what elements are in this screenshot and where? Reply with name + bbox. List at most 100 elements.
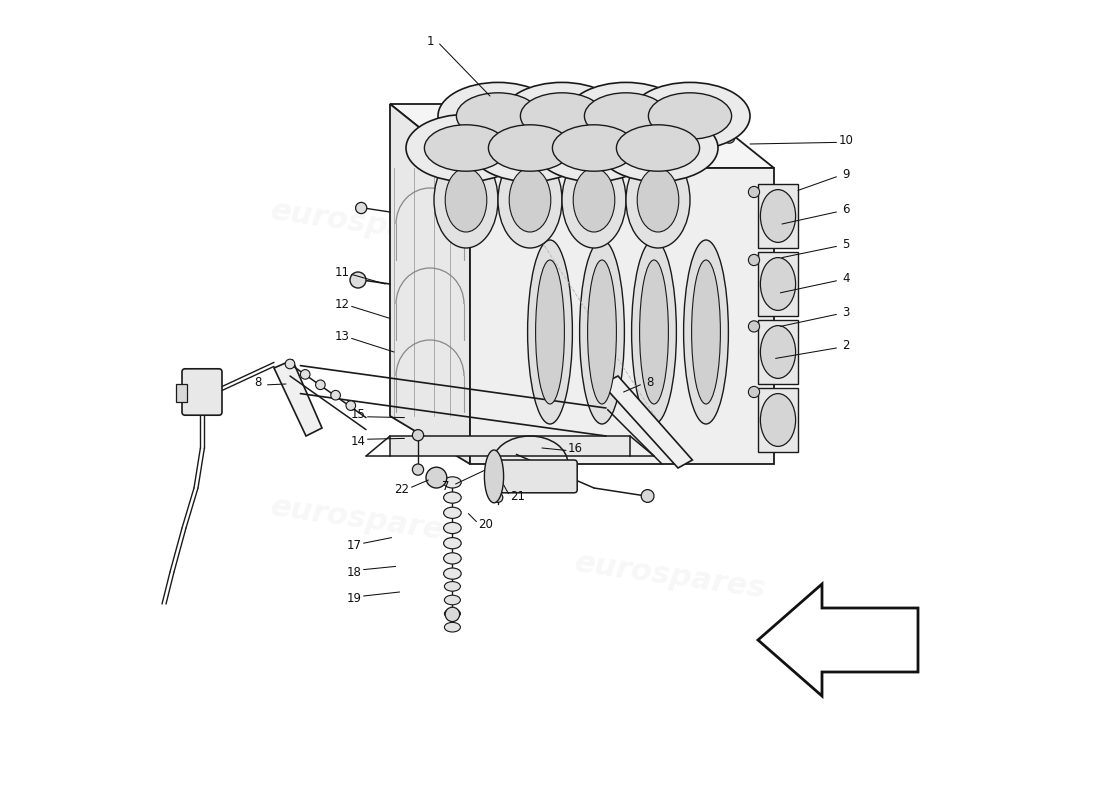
Text: 14: 14: [351, 435, 365, 448]
Ellipse shape: [580, 240, 625, 424]
Circle shape: [285, 359, 295, 369]
Text: 4: 4: [843, 272, 849, 285]
Text: 8: 8: [647, 376, 653, 389]
Ellipse shape: [683, 240, 728, 424]
Text: 17: 17: [346, 539, 362, 552]
Text: eurospares: eurospares: [268, 492, 463, 548]
Circle shape: [346, 401, 355, 410]
Circle shape: [426, 467, 447, 488]
Ellipse shape: [456, 93, 540, 139]
Ellipse shape: [443, 507, 461, 518]
Polygon shape: [758, 320, 798, 384]
Text: eurospares: eurospares: [532, 292, 727, 348]
Circle shape: [748, 321, 760, 332]
Circle shape: [748, 254, 760, 266]
Ellipse shape: [438, 82, 558, 150]
Ellipse shape: [562, 152, 626, 248]
Text: eurospares: eurospares: [572, 548, 768, 604]
Ellipse shape: [631, 240, 676, 424]
Text: 7: 7: [442, 480, 450, 493]
Circle shape: [641, 490, 654, 502]
Ellipse shape: [760, 394, 795, 446]
Text: 20: 20: [478, 518, 494, 530]
Ellipse shape: [509, 168, 551, 232]
Text: eurospares: eurospares: [268, 196, 463, 252]
Ellipse shape: [528, 240, 572, 424]
Text: 2: 2: [843, 339, 849, 352]
Text: 21: 21: [510, 490, 526, 502]
Ellipse shape: [484, 450, 504, 502]
Polygon shape: [390, 104, 470, 464]
Ellipse shape: [443, 477, 461, 488]
Ellipse shape: [760, 190, 795, 242]
Circle shape: [300, 370, 310, 379]
Text: 5: 5: [843, 238, 849, 250]
Ellipse shape: [498, 152, 562, 248]
Circle shape: [492, 478, 505, 490]
Ellipse shape: [598, 114, 718, 182]
FancyBboxPatch shape: [491, 460, 578, 493]
Ellipse shape: [616, 125, 700, 171]
Polygon shape: [390, 104, 774, 168]
Ellipse shape: [444, 609, 461, 618]
Circle shape: [331, 390, 340, 400]
Ellipse shape: [630, 82, 750, 150]
Circle shape: [316, 380, 326, 390]
Text: 22: 22: [395, 483, 409, 496]
Polygon shape: [390, 436, 630, 456]
Ellipse shape: [637, 168, 679, 232]
Ellipse shape: [443, 522, 461, 534]
Ellipse shape: [443, 553, 461, 564]
Ellipse shape: [760, 326, 795, 378]
Polygon shape: [758, 252, 798, 316]
Polygon shape: [470, 168, 774, 464]
Polygon shape: [274, 360, 322, 436]
Circle shape: [748, 186, 760, 198]
Ellipse shape: [626, 152, 690, 248]
Ellipse shape: [552, 125, 636, 171]
Text: 12: 12: [334, 298, 350, 310]
Ellipse shape: [639, 260, 669, 404]
Polygon shape: [602, 376, 692, 468]
Text: 16: 16: [568, 442, 583, 454]
Ellipse shape: [434, 152, 498, 248]
Text: 19: 19: [346, 592, 362, 605]
Text: 3: 3: [843, 306, 849, 318]
Ellipse shape: [573, 168, 615, 232]
Ellipse shape: [502, 82, 622, 150]
Ellipse shape: [425, 125, 507, 171]
Ellipse shape: [648, 93, 732, 139]
Circle shape: [446, 607, 460, 622]
Ellipse shape: [520, 93, 604, 139]
Ellipse shape: [536, 260, 564, 404]
Polygon shape: [758, 184, 798, 248]
Circle shape: [350, 272, 366, 288]
Circle shape: [724, 132, 735, 143]
Ellipse shape: [470, 114, 590, 182]
Ellipse shape: [444, 622, 461, 632]
Text: 18: 18: [346, 566, 362, 578]
Polygon shape: [176, 384, 187, 402]
Ellipse shape: [443, 568, 461, 579]
Circle shape: [493, 493, 503, 502]
Circle shape: [412, 430, 424, 441]
Text: 8: 8: [254, 376, 262, 389]
Ellipse shape: [444, 595, 461, 605]
Polygon shape: [758, 584, 918, 696]
Circle shape: [748, 386, 760, 398]
Text: 9: 9: [843, 168, 849, 181]
Text: 13: 13: [334, 330, 350, 342]
Text: 1: 1: [427, 35, 433, 48]
Ellipse shape: [443, 538, 461, 549]
Text: 11: 11: [334, 266, 350, 278]
Ellipse shape: [584, 93, 668, 139]
Ellipse shape: [406, 114, 526, 182]
Text: 15: 15: [351, 408, 365, 421]
FancyBboxPatch shape: [182, 369, 222, 415]
Ellipse shape: [534, 114, 654, 182]
Polygon shape: [758, 388, 798, 452]
Ellipse shape: [444, 582, 461, 591]
Text: 10: 10: [838, 134, 854, 146]
Circle shape: [412, 464, 424, 475]
Ellipse shape: [443, 492, 461, 503]
